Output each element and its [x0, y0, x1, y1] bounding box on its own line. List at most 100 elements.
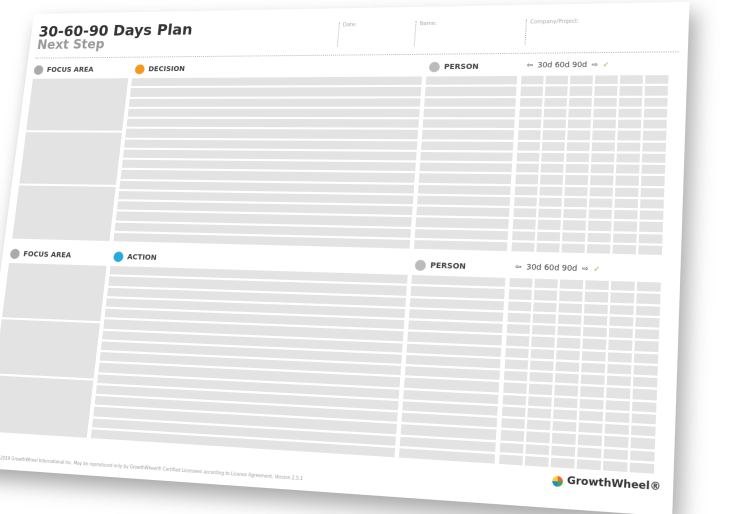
timeline-cell[interactable]	[606, 387, 631, 399]
timeline-cell[interactable]	[527, 407, 552, 419]
timeline-cell[interactable]	[503, 370, 528, 382]
person-line[interactable]	[408, 320, 503, 334]
timeline-cell[interactable]	[610, 292, 635, 303]
person-line[interactable]	[411, 275, 506, 288]
timeline-cell[interactable]	[635, 317, 660, 328]
timeline-cell[interactable]	[507, 312, 531, 323]
timeline-cell[interactable]	[515, 163, 539, 173]
timeline-cell[interactable]	[563, 197, 588, 208]
timeline-cell[interactable]	[530, 348, 555, 359]
timeline-cell[interactable]	[502, 394, 527, 406]
person-line[interactable]	[420, 151, 513, 162]
timeline-cell[interactable]	[520, 86, 544, 96]
entry-line[interactable]	[126, 118, 419, 128]
timeline-cell[interactable]	[528, 383, 553, 395]
timeline-cell[interactable]	[559, 279, 584, 290]
timeline-cell[interactable]	[593, 108, 617, 118]
person-line[interactable]	[421, 140, 514, 151]
timeline-cell[interactable]	[617, 130, 641, 140]
person-line[interactable]	[419, 162, 513, 173]
timeline-cell[interactable]	[532, 313, 557, 324]
timeline-cell[interactable]	[529, 360, 554, 371]
timeline-cell[interactable]	[542, 130, 566, 140]
entry-line[interactable]	[128, 97, 421, 107]
timeline-cell[interactable]	[604, 423, 630, 436]
timeline-cell[interactable]	[555, 361, 580, 372]
timeline-cell[interactable]	[583, 315, 608, 326]
timeline-cell[interactable]	[629, 462, 655, 474]
timeline-cell[interactable]	[536, 231, 561, 241]
timeline-cell[interactable]	[514, 196, 538, 207]
person-line[interactable]	[424, 86, 517, 96]
timeline-cell[interactable]	[587, 220, 612, 231]
timeline-cell[interactable]	[500, 430, 525, 442]
timeline-cell[interactable]	[618, 97, 643, 107]
timeline-cell[interactable]	[643, 108, 668, 118]
timeline-cell[interactable]	[559, 291, 583, 302]
timeline-cell[interactable]	[505, 347, 529, 358]
timeline-cell[interactable]	[635, 305, 661, 316]
timeline-cell[interactable]	[640, 187, 665, 198]
timeline-cell[interactable]	[639, 210, 664, 221]
timeline-cell[interactable]	[618, 108, 642, 118]
person-line[interactable]	[414, 228, 509, 240]
timeline-cell[interactable]	[556, 337, 581, 349]
timeline-cell[interactable]	[526, 431, 550, 443]
timeline-cell[interactable]	[543, 119, 566, 129]
timeline-cell[interactable]	[586, 243, 611, 254]
timeline-cell[interactable]	[550, 457, 575, 469]
timeline-cell[interactable]	[513, 208, 537, 218]
timeline-cell[interactable]	[615, 175, 640, 186]
person-line[interactable]	[415, 217, 509, 229]
person-line[interactable]	[409, 297, 505, 311]
timeline-cell[interactable]	[634, 329, 660, 340]
timeline-cell[interactable]	[594, 86, 618, 96]
timeline-cell[interactable]	[632, 376, 658, 388]
timeline-cell[interactable]	[506, 335, 530, 347]
person-line[interactable]	[421, 130, 514, 140]
entry-line[interactable]	[122, 149, 417, 161]
timeline-cell[interactable]	[619, 86, 643, 96]
timeline-cell[interactable]	[562, 231, 586, 242]
timeline-cell[interactable]	[641, 164, 666, 175]
timeline-cell[interactable]	[540, 163, 564, 174]
timeline-cell[interactable]	[613, 221, 638, 232]
timeline-cell[interactable]	[538, 208, 562, 219]
person-line[interactable]	[416, 206, 510, 218]
timeline-cell[interactable]	[576, 458, 602, 471]
person-line[interactable]	[424, 97, 516, 107]
person-line[interactable]	[408, 308, 504, 322]
timeline-cell[interactable]	[552, 421, 577, 433]
timeline-cell[interactable]	[568, 108, 592, 118]
timeline-cell[interactable]	[519, 108, 542, 118]
timeline-cell[interactable]	[592, 119, 616, 129]
timeline-cell[interactable]	[514, 185, 538, 196]
timeline-cell[interactable]	[564, 186, 588, 196]
timeline-cell[interactable]	[566, 152, 590, 163]
timeline-cell[interactable]	[578, 422, 603, 434]
timeline-cell[interactable]	[631, 425, 656, 437]
timeline-cell[interactable]	[630, 449, 655, 462]
timeline-cell[interactable]	[643, 119, 667, 129]
name-field[interactable]: Name:	[413, 20, 438, 46]
timeline-cell[interactable]	[529, 372, 554, 383]
timeline-cell[interactable]	[580, 386, 605, 398]
person-line[interactable]	[418, 173, 512, 184]
timeline-cell[interactable]	[516, 152, 540, 162]
timeline-cell[interactable]	[579, 398, 604, 410]
timeline-cell[interactable]	[594, 75, 618, 85]
timeline-cell[interactable]	[558, 302, 583, 313]
timeline-cell[interactable]	[604, 436, 629, 448]
timeline-cell[interactable]	[577, 434, 603, 446]
timeline-cell[interactable]	[531, 325, 556, 336]
timeline-cell[interactable]	[526, 419, 551, 431]
person-line[interactable]	[413, 239, 508, 252]
timeline-cell[interactable]	[580, 374, 605, 386]
focus-area-box[interactable]	[0, 318, 101, 379]
timeline-cell[interactable]	[569, 86, 593, 96]
timeline-cell[interactable]	[556, 349, 580, 361]
timeline-cell[interactable]	[607, 363, 632, 375]
timeline-cell[interactable]	[528, 395, 552, 407]
timeline-cell[interactable]	[619, 75, 644, 85]
person-line[interactable]	[417, 195, 511, 206]
